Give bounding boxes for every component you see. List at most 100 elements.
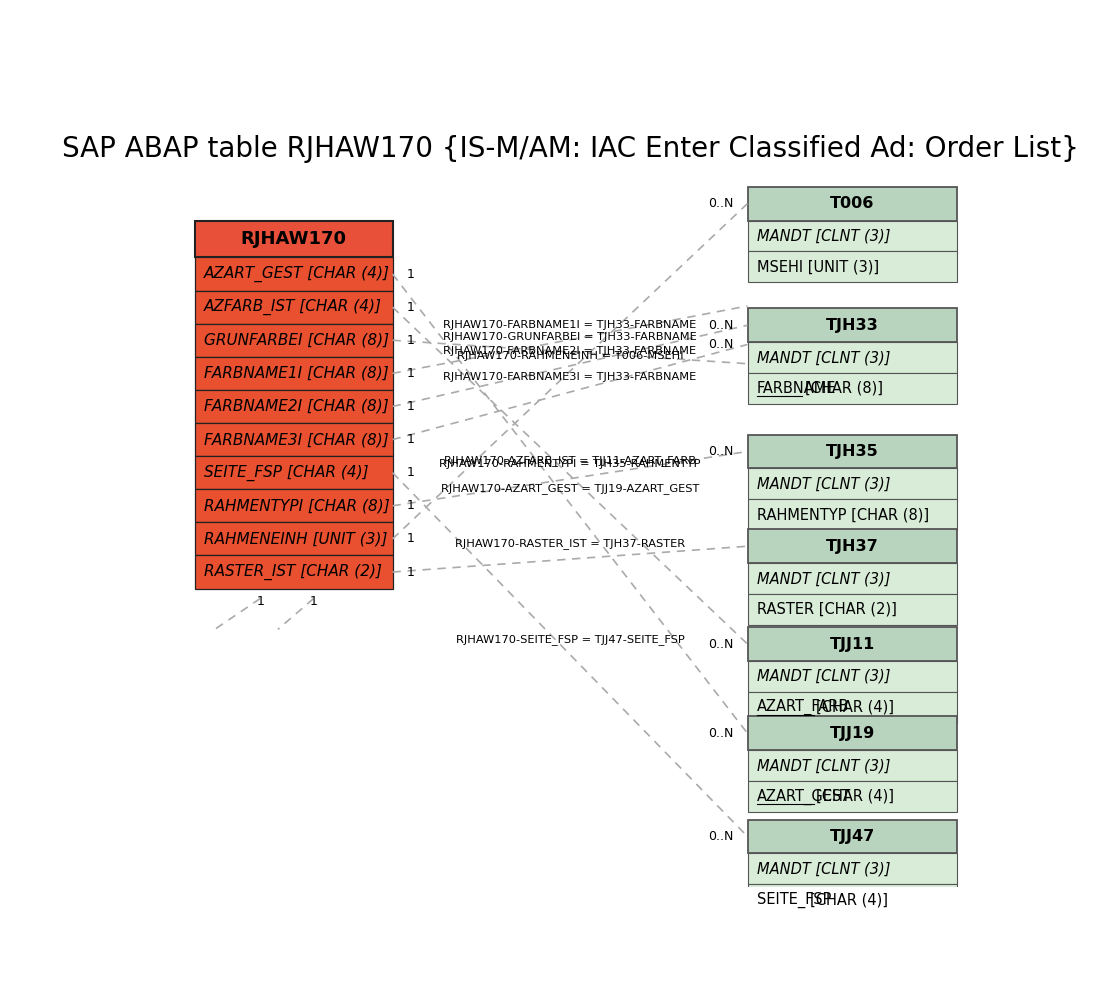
Text: FARBNAME2I [CHAR (8)]: FARBNAME2I [CHAR (8)] [204, 399, 388, 414]
Bar [195, 290, 393, 324]
Text: RASTER_IST [CHAR (2)]: RASTER_IST [CHAR (2)] [204, 564, 382, 580]
Text: 1: 1 [406, 301, 414, 314]
Text: [CHAR (8)]: [CHAR (8)] [805, 381, 883, 396]
Text: 1: 1 [406, 367, 414, 380]
Bar [748, 220, 957, 251]
Text: RJHAW170-AZART_GEST = TJJ19-AZART_GEST: RJHAW170-AZART_GEST = TJJ19-AZART_GEST [441, 483, 699, 494]
Bar [195, 457, 393, 490]
Text: RAHMENEINH [UNIT (3)]: RAHMENEINH [UNIT (3)] [204, 531, 387, 546]
Text: MANDT [CLNT (3)]: MANDT [CLNT (3)] [757, 861, 890, 876]
Text: SEITE_FSP: SEITE_FSP [757, 891, 831, 907]
Text: AZART_FARB: AZART_FARB [757, 695, 849, 711]
Bar [748, 499, 957, 530]
Bar [195, 257, 393, 290]
Text: MANDT [CLNT (3)]: MANDT [CLNT (3)] [757, 669, 890, 684]
Text: MANDT [CLNT (3)]: MANDT [CLNT (3)] [757, 477, 890, 492]
Bar [748, 529, 957, 563]
Bar [748, 469, 957, 499]
Text: AZART_GEST: AZART_GEST [757, 789, 851, 805]
Text: 1: 1 [406, 565, 414, 578]
Text: 1: 1 [406, 499, 414, 512]
Text: 1: 1 [406, 400, 414, 413]
Text: 1: 1 [309, 595, 317, 608]
Text: FARBNAME: FARBNAME [757, 377, 836, 392]
Text: 1: 1 [406, 267, 414, 280]
Text: [CHAR (4)]: [CHAR (4)] [816, 700, 894, 715]
Text: 1: 1 [406, 532, 414, 545]
Bar [748, 563, 957, 594]
Text: TJH33: TJH33 [826, 318, 878, 333]
Bar [748, 251, 957, 282]
Text: FARBNAME3I [CHAR (8)]: FARBNAME3I [CHAR (8)] [204, 432, 388, 447]
Bar [748, 342, 957, 373]
Text: TJJ19: TJJ19 [829, 726, 875, 741]
Bar [195, 490, 393, 522]
Text: 0..N: 0..N [708, 831, 733, 843]
Text: 1: 1 [406, 467, 414, 480]
Text: AZFARB_IST [CHAR (4)]: AZFARB_IST [CHAR (4)] [204, 299, 382, 315]
Text: 0..N: 0..N [708, 319, 733, 332]
Text: FARBNAME1I [CHAR (8)]: FARBNAME1I [CHAR (8)] [204, 366, 388, 381]
Bar [195, 522, 393, 555]
Text: RJHAW170-RAHMENEINH = T006-MSEHI: RJHAW170-RAHMENEINH = T006-MSEHI [456, 351, 683, 361]
Text: MSEHI [UNIT (3)]: MSEHI [UNIT (3)] [757, 259, 879, 274]
Bar [195, 390, 393, 423]
Text: RAHMENTYPI [CHAR (8)]: RAHMENTYPI [CHAR (8)] [204, 498, 390, 513]
Text: TJJ11: TJJ11 [829, 636, 875, 651]
Text: MANDT [CLNT (3)]: MANDT [CLNT (3)] [757, 571, 890, 586]
Bar [748, 308, 957, 342]
Bar [195, 423, 393, 457]
Text: AZART_GEST: AZART_GEST [757, 785, 851, 801]
Bar [748, 781, 957, 812]
Text: 0..N: 0..N [708, 445, 733, 458]
Bar [748, 853, 957, 884]
Text: RJHAW170-FARBNAME3I = TJH33-FARBNAME: RJHAW170-FARBNAME3I = TJH33-FARBNAME [443, 372, 697, 382]
Bar [748, 820, 957, 853]
Text: 0..N: 0..N [708, 727, 733, 740]
Text: RJHAW170-RASTER_IST = TJH37-RASTER: RJHAW170-RASTER_IST = TJH37-RASTER [455, 538, 686, 549]
Text: RASTER [CHAR (2)]: RASTER [CHAR (2)] [757, 602, 897, 617]
Bar [195, 221, 393, 257]
Bar [748, 435, 957, 469]
Bar [748, 594, 957, 625]
Text: RJHAW170-SEITE_FSP = TJJ47-SEITE_FSP: RJHAW170-SEITE_FSP = TJJ47-SEITE_FSP [455, 634, 684, 645]
Bar [748, 884, 957, 915]
Text: FARBNAME: FARBNAME [757, 381, 836, 396]
Text: MANDT [CLNT (3)]: MANDT [CLNT (3)] [757, 758, 890, 773]
Text: MANDT [CLNT (3)]: MANDT [CLNT (3)] [757, 350, 890, 365]
Bar [195, 555, 393, 588]
Text: GRUNFARBEI [CHAR (8)]: GRUNFARBEI [CHAR (8)] [204, 333, 390, 348]
Text: T006: T006 [830, 196, 875, 211]
Bar [748, 692, 957, 723]
Bar [195, 324, 393, 357]
Text: 1: 1 [406, 433, 414, 446]
Text: SAP ABAP table RJHAW170 {IS-M/AM: IAC Enter Classified Ad: Order List}: SAP ABAP table RJHAW170 {IS-M/AM: IAC En… [62, 135, 1078, 163]
Text: TJJ47: TJJ47 [829, 830, 875, 844]
Text: 0..N: 0..N [708, 637, 733, 650]
Text: AZART_GEST [CHAR (4)]: AZART_GEST [CHAR (4)] [204, 266, 391, 282]
Text: RJHAW170-GRUNFARBEI = TJH33-FARBNAME: RJHAW170-GRUNFARBEI = TJH33-FARBNAME [443, 332, 697, 342]
Text: [CHAR (4)]: [CHAR (4)] [816, 789, 894, 804]
Bar [748, 627, 957, 661]
Text: 0..N: 0..N [708, 197, 733, 210]
Text: AZART_FARB: AZART_FARB [757, 699, 849, 715]
Text: 1: 1 [406, 334, 414, 347]
Bar [748, 717, 957, 751]
Bar [195, 357, 393, 390]
Text: RAHMENTYP [CHAR (8)]: RAHMENTYP [CHAR (8)] [757, 507, 929, 522]
Text: RJHAW170-AZFARB_IST = TJJ11-AZART_FARB: RJHAW170-AZFARB_IST = TJJ11-AZART_FARB [444, 455, 696, 466]
Text: [CHAR (4)]: [CHAR (4)] [810, 892, 888, 907]
Text: RJHAW170-FARBNAME2I = TJH33-FARBNAME: RJHAW170-FARBNAME2I = TJH33-FARBNAME [443, 346, 697, 356]
Text: RJHAW170-RAHMENTYPI = TJH35-RAHMENTYP: RJHAW170-RAHMENTYPI = TJH35-RAHMENTYP [440, 459, 701, 469]
Bar [748, 186, 957, 220]
Text: SEITE_FSP: SEITE_FSP [757, 887, 831, 904]
Text: TJH37: TJH37 [826, 538, 878, 553]
Text: SEITE_FSP [CHAR (4)]: SEITE_FSP [CHAR (4)] [204, 465, 368, 481]
Text: RJHAW170: RJHAW170 [240, 230, 347, 248]
Text: RJHAW170-FARBNAME1I = TJH33-FARBNAME: RJHAW170-FARBNAME1I = TJH33-FARBNAME [443, 320, 697, 330]
Bar [748, 661, 957, 692]
Text: TJH35: TJH35 [826, 444, 878, 459]
Text: MANDT [CLNT (3)]: MANDT [CLNT (3)] [757, 228, 890, 243]
Text: 1: 1 [256, 595, 264, 608]
Bar [748, 373, 957, 404]
